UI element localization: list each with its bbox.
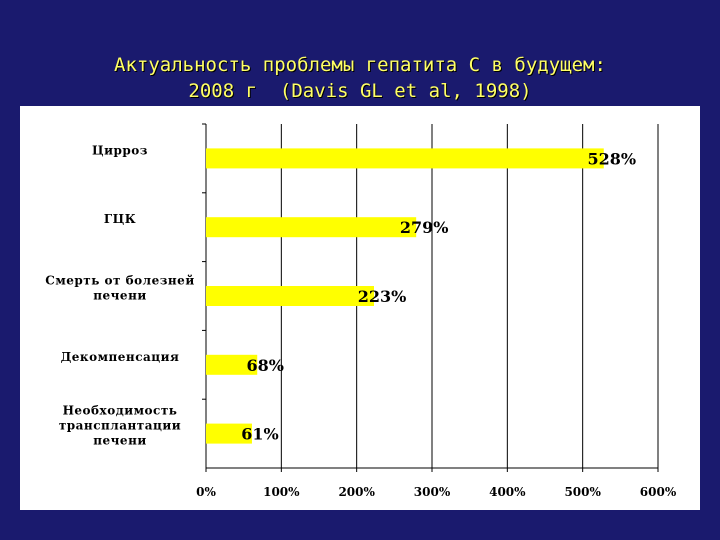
category-label: Цирроз <box>92 143 148 157</box>
x-tick-label: 0% <box>196 485 216 499</box>
x-tick-label: 200% <box>338 485 375 499</box>
category-label: печени <box>93 289 147 303</box>
x-tick-label: 400% <box>489 485 526 499</box>
data-label: 68% <box>246 356 283 375</box>
bar <box>206 354 258 375</box>
slide-title: Актуальность проблемы гепатита С в будущ… <box>0 52 720 104</box>
category-label: ГЦК <box>104 212 136 226</box>
bar <box>206 423 252 444</box>
category-label: печени <box>93 434 147 448</box>
category-label: трансплантации <box>59 419 181 433</box>
data-label: 279% <box>400 218 449 237</box>
data-label: 61% <box>241 425 278 444</box>
category-label: Необходимость <box>63 404 178 418</box>
data-label: 223% <box>358 287 407 306</box>
x-tick-label: 300% <box>414 485 451 499</box>
title-line-1: Актуальность проблемы гепатита С в будущ… <box>114 54 606 76</box>
category-label: Смерть от болезней <box>45 274 194 288</box>
bar <box>206 286 374 306</box>
x-tick-label: 100% <box>263 485 300 499</box>
chart-panel <box>20 106 700 510</box>
category-label: Декомпенсация <box>61 350 180 364</box>
bar <box>206 217 417 238</box>
x-tick-label: 500% <box>564 485 601 499</box>
title-line-2: 2008 г (Davis GL et al, 1998) <box>188 80 532 102</box>
data-label: 528% <box>587 149 636 168</box>
x-tick-label: 600% <box>640 485 677 499</box>
bar <box>206 148 604 169</box>
